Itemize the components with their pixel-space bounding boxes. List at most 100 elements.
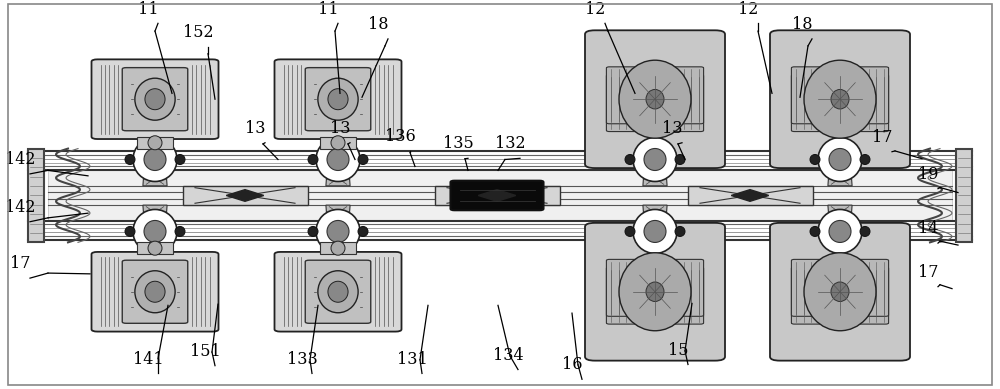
Text: 141: 141 bbox=[133, 350, 163, 368]
Ellipse shape bbox=[175, 154, 185, 165]
Text: 133: 133 bbox=[287, 350, 317, 368]
Polygon shape bbox=[828, 205, 852, 220]
Ellipse shape bbox=[175, 226, 185, 237]
Ellipse shape bbox=[148, 136, 162, 150]
FancyBboxPatch shape bbox=[671, 67, 704, 124]
FancyBboxPatch shape bbox=[770, 30, 910, 168]
Ellipse shape bbox=[135, 271, 175, 313]
Ellipse shape bbox=[125, 154, 135, 165]
Text: 12: 12 bbox=[738, 0, 758, 18]
Polygon shape bbox=[478, 190, 516, 202]
FancyBboxPatch shape bbox=[122, 260, 188, 323]
Bar bbox=[688, 186, 812, 205]
Ellipse shape bbox=[125, 226, 135, 237]
Ellipse shape bbox=[810, 154, 820, 165]
FancyBboxPatch shape bbox=[671, 267, 704, 324]
Ellipse shape bbox=[144, 149, 166, 170]
Polygon shape bbox=[731, 190, 769, 202]
Text: 13: 13 bbox=[245, 120, 265, 137]
FancyBboxPatch shape bbox=[92, 252, 218, 331]
Ellipse shape bbox=[328, 281, 348, 302]
FancyBboxPatch shape bbox=[122, 68, 188, 131]
Polygon shape bbox=[643, 205, 667, 220]
FancyBboxPatch shape bbox=[671, 75, 704, 131]
Ellipse shape bbox=[148, 241, 162, 255]
Ellipse shape bbox=[644, 221, 666, 242]
Ellipse shape bbox=[619, 60, 691, 138]
Text: 12: 12 bbox=[585, 0, 605, 18]
Bar bbox=[48, 170, 952, 221]
Text: 13: 13 bbox=[662, 120, 682, 137]
FancyBboxPatch shape bbox=[274, 60, 402, 139]
Bar bbox=[28, 149, 44, 242]
Ellipse shape bbox=[646, 89, 664, 109]
Ellipse shape bbox=[316, 137, 360, 182]
Text: 18: 18 bbox=[792, 16, 812, 33]
Ellipse shape bbox=[860, 226, 870, 237]
Ellipse shape bbox=[644, 149, 666, 170]
Text: 15: 15 bbox=[668, 342, 688, 359]
Ellipse shape bbox=[318, 78, 358, 120]
Text: 13: 13 bbox=[330, 120, 350, 137]
FancyBboxPatch shape bbox=[856, 259, 889, 316]
Ellipse shape bbox=[135, 78, 175, 120]
Text: 11: 11 bbox=[138, 0, 158, 18]
Polygon shape bbox=[326, 205, 350, 220]
Text: 152: 152 bbox=[183, 24, 213, 41]
Ellipse shape bbox=[619, 253, 691, 331]
FancyBboxPatch shape bbox=[856, 75, 889, 131]
Ellipse shape bbox=[810, 226, 820, 237]
FancyBboxPatch shape bbox=[770, 223, 910, 361]
Ellipse shape bbox=[625, 226, 635, 237]
Ellipse shape bbox=[633, 137, 677, 182]
FancyBboxPatch shape bbox=[585, 30, 725, 168]
Text: 17: 17 bbox=[10, 255, 30, 272]
Text: 131: 131 bbox=[397, 350, 427, 368]
Ellipse shape bbox=[358, 154, 368, 165]
FancyBboxPatch shape bbox=[856, 267, 889, 324]
FancyBboxPatch shape bbox=[606, 259, 639, 316]
Text: 17: 17 bbox=[872, 129, 892, 146]
Ellipse shape bbox=[318, 271, 358, 313]
Text: 18: 18 bbox=[368, 16, 388, 33]
Ellipse shape bbox=[133, 209, 177, 254]
Ellipse shape bbox=[646, 282, 664, 301]
Ellipse shape bbox=[633, 209, 677, 254]
Ellipse shape bbox=[675, 226, 685, 237]
Ellipse shape bbox=[829, 149, 851, 170]
FancyBboxPatch shape bbox=[274, 252, 402, 331]
Bar bbox=[956, 149, 972, 242]
Ellipse shape bbox=[818, 137, 862, 182]
FancyBboxPatch shape bbox=[92, 60, 218, 139]
Bar bbox=[137, 137, 173, 149]
Text: 11: 11 bbox=[318, 0, 338, 18]
FancyBboxPatch shape bbox=[791, 259, 824, 316]
Ellipse shape bbox=[133, 137, 177, 182]
Ellipse shape bbox=[831, 282, 849, 301]
Polygon shape bbox=[226, 190, 264, 202]
Text: 151: 151 bbox=[190, 343, 220, 360]
FancyBboxPatch shape bbox=[856, 67, 889, 124]
Polygon shape bbox=[326, 171, 350, 186]
Text: 142: 142 bbox=[5, 199, 35, 216]
Ellipse shape bbox=[804, 60, 876, 138]
FancyBboxPatch shape bbox=[450, 180, 544, 210]
Ellipse shape bbox=[358, 226, 368, 237]
Ellipse shape bbox=[818, 209, 862, 254]
Text: 19: 19 bbox=[918, 166, 938, 183]
Text: 17: 17 bbox=[918, 264, 938, 281]
Ellipse shape bbox=[331, 136, 345, 150]
Ellipse shape bbox=[625, 154, 635, 165]
Text: 132: 132 bbox=[495, 135, 525, 152]
Text: 136: 136 bbox=[385, 128, 415, 145]
Bar bbox=[320, 137, 356, 149]
FancyBboxPatch shape bbox=[585, 223, 725, 361]
Ellipse shape bbox=[145, 89, 165, 110]
Ellipse shape bbox=[316, 209, 360, 254]
FancyBboxPatch shape bbox=[606, 267, 639, 324]
FancyBboxPatch shape bbox=[305, 260, 371, 323]
Ellipse shape bbox=[331, 241, 345, 255]
Polygon shape bbox=[143, 205, 167, 220]
Polygon shape bbox=[643, 171, 667, 186]
Ellipse shape bbox=[327, 149, 349, 170]
